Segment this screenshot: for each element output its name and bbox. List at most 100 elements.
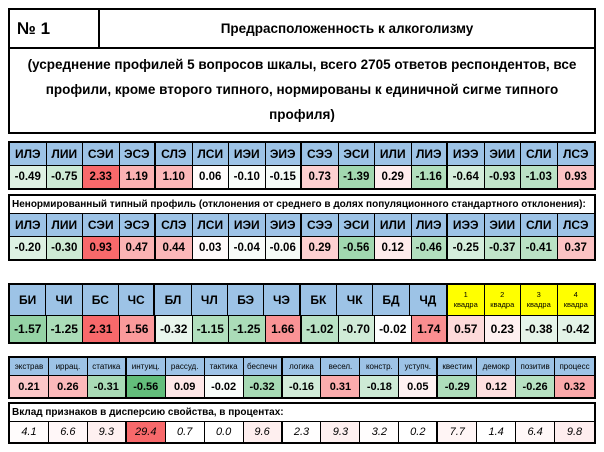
type-header-cell: ИЛИ (375, 214, 412, 236)
aspect-value-cell: 1.74 (411, 316, 448, 342)
trait-header-cell: демокр (477, 358, 517, 375)
type-value-cell: 0.73 (302, 166, 339, 188)
aspect-value-cell: 2.31 (83, 316, 120, 342)
type-header-cell: ЭСИ (338, 143, 375, 165)
raw-types-header-row: ИЛЭ ЛИИ СЭИ ЭСЭ СЛЭ ЛСИ ИЭИ ЭИЭ СЭЭ ЭСИ ИЛИ ЛИЭ ИЭЭ Э… (10, 213, 594, 236)
aspect-header-cell: БЛ (155, 285, 192, 315)
variance-value-cell: 0.2 (399, 422, 439, 442)
variance-value-cell: 9.6 (243, 422, 283, 442)
type-value-cell: 0.29 (302, 237, 339, 259)
trait-header-cell: процесс (555, 358, 594, 375)
aspect-value-cell: 0.57 (448, 316, 485, 342)
subtitle-note: (усреднение профилей 5 вопросов шкалы, в… (8, 49, 596, 134)
aspect-value-cell: -1.15 (192, 316, 229, 342)
type-value-cell: -1.16 (411, 166, 448, 188)
trait-header-cell: логика (282, 358, 322, 375)
type-value-cell: -0.64 (448, 166, 485, 188)
type-value-cell: 1.19 (119, 166, 156, 188)
aspect-header-cell: БК (300, 285, 337, 315)
traits-header-row: экстрав иррац. статика интуиц. рассуд. тактик… (10, 358, 594, 375)
type-value-cell: -0.10 (229, 166, 266, 188)
variance-label: Вклад признаков в дисперсию свойства, в … (10, 404, 594, 421)
type-header-cell: СЛЭ (156, 143, 193, 165)
aspect-values-row: -1.57 -1.25 2.31 1.56 -0.32 -1.15 -1.25 1.66 -1.… (10, 315, 594, 342)
trait-values-row: 0.21 0.26 -0.31 -0.56 0.09 -0.02 -0.32 -0.16 0.3… (10, 375, 594, 397)
trait-header-cell: позитив (516, 358, 556, 375)
aspect-value-cell: -1.25 (229, 316, 266, 342)
trait-header-cell: рассуд. (165, 358, 205, 375)
type-header-cell: СЛЭ (156, 214, 193, 236)
aspect-header-cell: БЭ (227, 285, 265, 315)
variance-value-cell: 0.7 (165, 422, 205, 442)
type-value-cell: -0.37 (484, 237, 521, 259)
trait-value-cell: -0.32 (243, 376, 283, 397)
variance-value-cell: 9.3 (87, 422, 127, 442)
type-header-cell: СЭЭ (302, 214, 339, 236)
aspect-header-cell: БИ (10, 285, 47, 315)
variance-value-cell: 29.4 (126, 422, 166, 442)
title-bar: № 1 Предрасположенность к алкоголизму (8, 8, 596, 49)
type-header-cell: ИЛЭ (10, 143, 47, 165)
type-header-cell: ЛИЭ (411, 214, 448, 236)
type-header-cell: ИЛИ (375, 143, 412, 165)
trait-value-cell: -0.56 (126, 376, 166, 397)
type-value-cell: -0.49 (10, 166, 47, 188)
type-header-cell: ЛИЭ (411, 143, 448, 165)
raw-types-values-row: -0.20 -0.30 0.93 0.47 0.44 0.03 -0.04 -0.06 0.29… (10, 236, 594, 259)
type-value-cell: 0.47 (119, 237, 156, 259)
variance-value-cell: 1.4 (477, 422, 517, 442)
sheet-number-cell: № 1 (8, 8, 100, 49)
trait-value-cell: -0.29 (438, 376, 478, 397)
quadra-header-cell: 4 квадра (557, 285, 594, 315)
variance-value-cell: 0.0 (204, 422, 244, 442)
types-header-row: ИЛЭ ЛИИ СЭИ ЭСЭ СЛЭ ЛСИ ИЭИ ЭИЭ СЭЭ ЭСИ ИЛИ ЛИЭ ИЭЭ Э… (10, 143, 594, 165)
aspect-value-cell: 1.66 (265, 316, 302, 342)
quadra-header-cell: 2 квадра (484, 285, 521, 315)
type-header-cell: ЛИИ (46, 214, 83, 236)
page-title: Предрасположенность к алкоголизму (100, 8, 596, 49)
type-value-cell: -0.25 (448, 237, 485, 259)
type-value-cell: -0.41 (521, 237, 558, 259)
traits-table: экстрав иррац. статика интуиц. рассуд. тактик… (8, 356, 596, 399)
aspect-value-cell: -0.42 (557, 316, 594, 342)
aspect-headers: БИ ЧИ БС ЧС БЛ ЧЛ БЭ ЧЭ БК ЧК БД ЧД (10, 285, 448, 315)
variance-value-cell: 4.1 (10, 422, 49, 442)
trait-header-cell: статика (87, 358, 127, 375)
trait-header-cell: экстрав (10, 358, 49, 375)
type-value-cell: -0.56 (338, 237, 375, 259)
type-header-cell: СЭИ (83, 143, 120, 165)
quadra-header-cell: 1 квадра (448, 285, 485, 315)
trait-header-cell: иррац. (48, 358, 88, 375)
type-header-cell: ИЭЭ (448, 143, 485, 165)
raw-profile-table: Ненормированный типный профиль (отклонен… (8, 194, 596, 261)
type-header-cell: ИЛЭ (10, 214, 47, 236)
trait-value-cell: -0.26 (516, 376, 556, 397)
type-value-cell: -0.06 (265, 237, 302, 259)
trait-value-cell: 0.05 (399, 376, 439, 397)
type-header-cell: СЛИ (521, 214, 558, 236)
aspects-table: БИ ЧИ БС ЧС БЛ ЧЛ БЭ ЧЭ БК ЧК БД ЧД 1 квадра 2 квадр… (8, 283, 596, 344)
type-header-cell: ЭСЭ (119, 214, 156, 236)
variance-value-cell: 7.7 (438, 422, 478, 442)
type-value-cell: -1.39 (338, 166, 375, 188)
aspect-header-cell: ЧК (336, 285, 374, 315)
quadra-header-cell: 3 квадра (521, 285, 558, 315)
type-value-cell: -0.20 (10, 237, 47, 259)
aspect-value-cell: 1.56 (119, 316, 156, 342)
trait-value-cell: -0.18 (360, 376, 400, 397)
variance-value-cell: 6.6 (48, 422, 88, 442)
aspect-value-cell: 0.23 (484, 316, 521, 342)
aspect-header-cell: ЧЭ (264, 285, 301, 315)
type-header-cell: ИЭИ (229, 214, 266, 236)
trait-value-cell: 0.31 (321, 376, 361, 397)
aspect-header-cell: ЧИ (46, 285, 83, 315)
aspect-value-cell: -0.38 (521, 316, 558, 342)
trait-header-cell: интуиц. (126, 358, 166, 375)
variance-table: Вклад признаков в дисперсию свойства, в … (8, 402, 596, 444)
trait-value-cell: 0.26 (48, 376, 88, 397)
type-value-cell: 1.10 (156, 166, 193, 188)
variance-value-cell: 2.3 (282, 422, 322, 442)
type-header-cell: ИЭЭ (448, 214, 485, 236)
aspect-value-cell: -0.02 (375, 316, 412, 342)
